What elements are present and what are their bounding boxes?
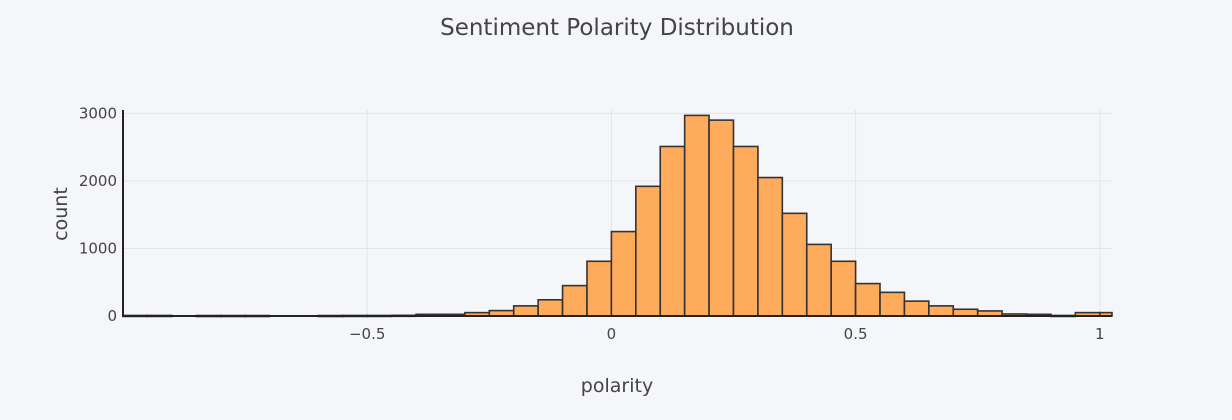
y-tick-label: 0 (107, 307, 117, 325)
histogram-bar (537, 298, 564, 317)
histogram-bar (879, 291, 906, 317)
histogram-bar (586, 260, 613, 317)
histogram-bar (854, 282, 881, 317)
histogram-bar (683, 114, 710, 317)
axis-layer (122, 110, 1112, 317)
histogram-bar (781, 212, 808, 317)
chart-title: Sentiment Polarity Distribution (440, 15, 794, 41)
histogram-bar (708, 119, 735, 317)
x-axis-title: polarity (581, 375, 653, 397)
tick-layer: −0.5 0 0.5 1 0 1000 2000 3000 (79, 104, 1105, 343)
histogram-bar (830, 260, 857, 317)
x-tick-label: 0 (607, 325, 617, 343)
histogram-bar (732, 145, 759, 317)
histogram-bar (805, 243, 832, 317)
x-tick-label: 1 (1095, 325, 1105, 343)
histogram-bar (635, 185, 662, 317)
histogram-bar (512, 305, 539, 317)
y-tick-label: 1000 (79, 239, 117, 257)
y-tick-label: 3000 (79, 104, 117, 122)
histogram-bar (903, 300, 930, 317)
y-tick-label: 2000 (79, 172, 117, 190)
histogram-bar (610, 230, 637, 317)
histogram-bar (952, 308, 979, 317)
x-tick-label: −0.5 (349, 325, 385, 343)
histogram-bar (561, 284, 588, 317)
histogram-bar (928, 305, 955, 317)
x-tick-label: 0.5 (844, 325, 868, 343)
y-axis-title: count (50, 187, 72, 241)
histogram-bar (757, 176, 784, 317)
histogram-bar (659, 145, 686, 317)
